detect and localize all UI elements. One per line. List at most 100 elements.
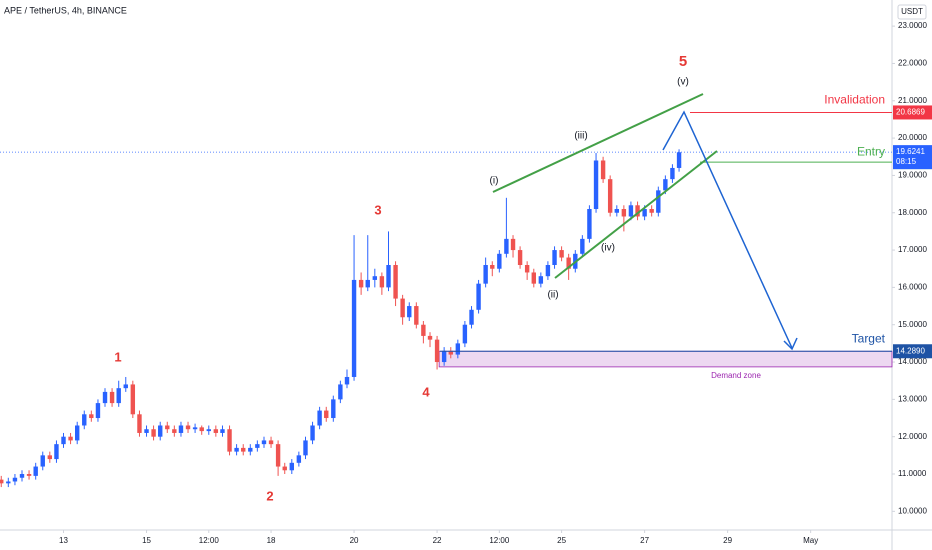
demand-zone-label: Demand zone (711, 371, 761, 380)
candle-body (40, 455, 45, 467)
x-tick-label: 18 (267, 536, 276, 545)
wave-label: 3 (374, 202, 381, 217)
candle-body (227, 429, 232, 452)
candle-body (344, 376, 350, 385)
candle-body (206, 429, 211, 432)
level-tag (893, 105, 932, 120)
y-tick-label: 12.0000 (898, 432, 927, 441)
candle-body (469, 309, 474, 325)
candle-body (310, 425, 315, 441)
candle-body (102, 391, 108, 404)
level-tag-label: 20.6869 (896, 108, 925, 117)
candle-body (95, 403, 101, 419)
wave-label: (iv) (601, 243, 615, 254)
demand-zone (438, 350, 893, 368)
candle-body (296, 455, 302, 463)
candle-body (552, 250, 557, 265)
candle-body (607, 179, 613, 213)
candle-body (220, 429, 225, 433)
wedge-upper (492, 93, 704, 193)
candle-body (670, 167, 675, 180)
candle-body (386, 265, 391, 288)
projection (662, 110, 793, 349)
candle-body (282, 466, 287, 471)
candle-body (19, 474, 25, 478)
y-tick-label: 16.0000 (898, 283, 927, 292)
y-tick-label: 15.0000 (898, 320, 927, 329)
currency: USDT (901, 7, 923, 16)
candle-body (448, 350, 453, 355)
wave-label: (ii) (547, 290, 558, 301)
candle-body (517, 250, 523, 265)
projection-arrow (783, 337, 798, 351)
candle-body (524, 265, 530, 273)
candle-body (289, 462, 294, 471)
candle-body (538, 276, 544, 284)
candle-body (621, 209, 627, 217)
candle-body (137, 414, 142, 433)
candle-body (441, 350, 447, 363)
candle-body (317, 410, 322, 426)
candle-body (89, 414, 94, 419)
y-tick-label: 23.0000 (898, 21, 927, 30)
level-tag (893, 344, 932, 359)
candle-body (33, 466, 38, 476)
candle-body (434, 339, 440, 363)
candle-body (580, 238, 585, 254)
candle-body (241, 447, 246, 452)
candle-body (324, 410, 329, 419)
candle-body (213, 429, 219, 433)
x-tick-label: 12:00 (489, 536, 510, 545)
level-name: Invalidation (824, 93, 885, 107)
candle-body (393, 265, 398, 299)
price-tag-label: 19.6241 (896, 147, 925, 156)
candle-body (199, 427, 204, 432)
candle-body (268, 440, 274, 445)
candle-body (12, 477, 18, 482)
y-tick-label: 13.0000 (898, 394, 927, 403)
candle-body (255, 444, 260, 448)
candle-body (407, 306, 412, 318)
wedge-lower (554, 150, 718, 279)
candle-body (372, 276, 378, 280)
candle-body (504, 238, 509, 254)
candle-body (351, 279, 357, 377)
candle-body (338, 384, 343, 400)
level-name: Entry (857, 144, 885, 158)
candle-body (635, 205, 640, 217)
candle-body (676, 152, 682, 168)
x-tick-label: 13 (59, 536, 68, 545)
candle-body (261, 440, 267, 445)
candle-body (600, 160, 606, 180)
level-name: Target (852, 331, 886, 345)
candle-body (476, 283, 481, 310)
drawings (492, 93, 798, 351)
candle-body (54, 444, 59, 460)
x-tick-label: 12:00 (199, 536, 220, 545)
candle-body (628, 205, 634, 217)
x-tick-label: 25 (557, 536, 566, 545)
wave-label: 1 (114, 349, 121, 364)
candle-body (275, 444, 281, 467)
candle-body (566, 257, 571, 269)
y-tick-label: 17.0000 (898, 245, 927, 254)
candle-body (462, 324, 468, 344)
wave-label: 4 (422, 384, 430, 399)
candle-body (61, 436, 66, 445)
candle-body (109, 391, 115, 404)
candle-body (123, 384, 128, 389)
candle-body (490, 265, 495, 269)
wave-label: (i) (490, 176, 499, 187)
candle-body (593, 160, 599, 210)
candle-body (421, 324, 426, 336)
candle-body (248, 447, 253, 452)
candle-body (414, 306, 419, 325)
candle-body (144, 429, 149, 433)
candle-body (151, 429, 156, 437)
y-tick-label: 21.0000 (898, 96, 927, 105)
candle-body (559, 250, 564, 258)
candle-body (663, 179, 668, 191)
candle-body (165, 425, 170, 430)
candle-body (531, 272, 536, 284)
